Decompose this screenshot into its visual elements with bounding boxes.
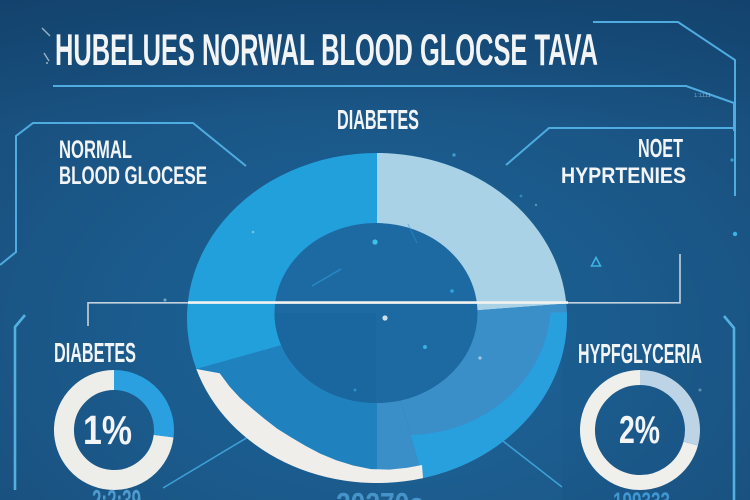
svg-text:NOET: NOET (638, 133, 683, 163)
svg-text:HUBELUES NORWAL BLOOD GLOCSE T: HUBELUES NORWAL BLOOD GLOCSE TAVA (55, 26, 598, 75)
svg-text:HYPFGLYCERIA: HYPFGLYCERIA (578, 339, 702, 370)
svg-text:HYPRTENIES: HYPRTENIES (561, 164, 686, 189)
svg-text:NORMAL: NORMAL (59, 135, 132, 163)
svg-text:BLOOD GLOCESE: BLOOD GLOCESE (59, 161, 207, 189)
svg-text:20270s: 20270s (336, 487, 424, 500)
svg-text:2:2:39: 2:2:39 (92, 485, 141, 500)
svg-text:DIABETES: DIABETES (54, 338, 136, 369)
svg-text:2%: 2% (619, 409, 660, 452)
svg-text:199333: 199333 (613, 487, 670, 500)
svg-text:1:1111: 1:1111 (694, 93, 712, 99)
svg-text:1%: 1% (83, 408, 132, 453)
svg-text:DIABETES: DIABETES (337, 105, 419, 136)
